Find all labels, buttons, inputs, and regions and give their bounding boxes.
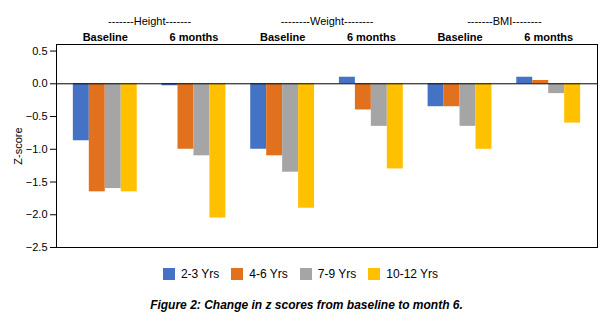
html-text:4-6 Yrs: 4-6 Yrs bbox=[249, 266, 288, 281]
svg-text:Baseline: Baseline bbox=[83, 31, 128, 43]
svg-text:−1.5: −1.5 bbox=[26, 176, 48, 188]
html-text:10-12 Yrs: 10-12 Yrs bbox=[386, 266, 439, 281]
svg-text:-------BMI--------: -------BMI-------- bbox=[467, 15, 542, 27]
svg-text:-------Height-------: -------Height------- bbox=[108, 15, 191, 27]
html-text:Figure 2: Change in z scores f: Figure 2: Change in z scores from baseli… bbox=[150, 298, 463, 312]
svg-text:--------Weight--------: --------Weight-------- bbox=[281, 15, 374, 27]
svg-text:6 months: 6 months bbox=[170, 31, 219, 43]
svg-text:0.0: 0.0 bbox=[32, 77, 47, 89]
svg-text:−0.5: −0.5 bbox=[26, 110, 48, 122]
svg-text:6 months: 6 months bbox=[347, 31, 396, 43]
svg-text:Baseline: Baseline bbox=[260, 31, 305, 43]
svg-text:−1.0: −1.0 bbox=[26, 143, 48, 155]
html-text:7-9 Yrs: 7-9 Yrs bbox=[317, 266, 357, 281]
svg-text:6 months: 6 months bbox=[524, 31, 573, 43]
html-text:2-3 Yrs: 2-3 Yrs bbox=[180, 266, 220, 281]
svg-text:−2.0: −2.0 bbox=[26, 208, 48, 220]
svg-text:Z-score: Z-score bbox=[12, 127, 24, 164]
svg-text:Baseline: Baseline bbox=[437, 31, 482, 43]
svg-text:−2.5: −2.5 bbox=[26, 241, 48, 253]
svg-text:0.5: 0.5 bbox=[32, 45, 47, 57]
